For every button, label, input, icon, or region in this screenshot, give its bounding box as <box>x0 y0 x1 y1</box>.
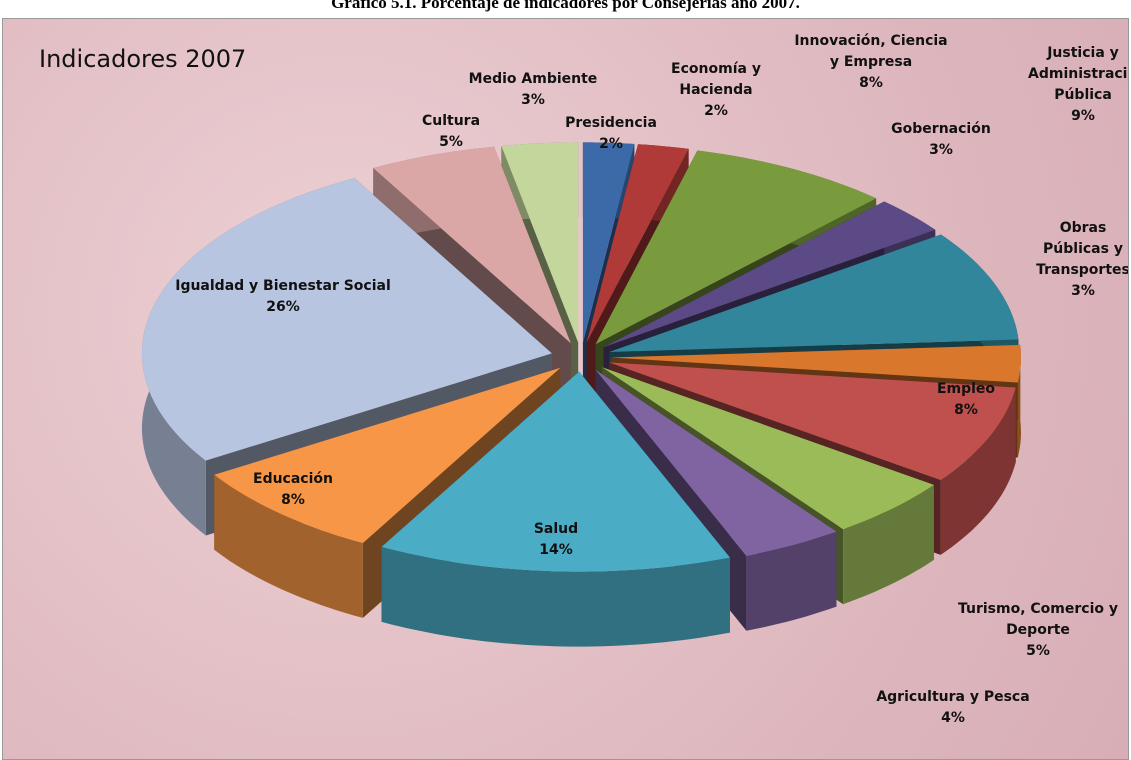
slice-value: 3% <box>929 142 953 158</box>
slice-value: 8% <box>281 492 305 508</box>
slice-top <box>582 142 635 343</box>
slice-name: Innovación, Ciencia y Empresa <box>794 33 948 70</box>
slice-value: 26% <box>266 299 300 315</box>
slice-name: Justicia y Administración Pública <box>1028 45 1128 103</box>
slice-top <box>141 178 552 461</box>
slice-name: Economía y Hacienda <box>671 61 761 98</box>
slice-label: Turismo, Comercio y Deporte 5% <box>948 599 1128 662</box>
slice-top <box>608 362 1016 480</box>
slice-name: Obras Públicas y Transportes <box>1036 220 1129 278</box>
slice-side <box>940 387 1016 555</box>
slice-side <box>214 474 363 618</box>
slice-name: Igualdad y Bienestar Social <box>175 278 391 294</box>
slice-value: 2% <box>599 136 623 152</box>
slice-name: Salud <box>533 521 579 537</box>
slice-value: 9% <box>1071 108 1095 124</box>
slice-value: 4% <box>941 710 965 726</box>
slice-name: Presidencia <box>565 115 657 131</box>
slice-name: Agricultura y Pesca <box>876 689 1030 705</box>
slice <box>381 371 730 647</box>
slice-label: Cultura 5% <box>411 111 491 153</box>
slice-label: Salud 14% <box>516 519 596 561</box>
slice-name: Cultura <box>421 113 481 129</box>
slice-label: Educación 8% <box>233 469 353 511</box>
slice-side <box>381 546 730 647</box>
slice-label: Obras Públicas y Transportes 3% <box>1033 218 1129 302</box>
slice-label: Economía y Hacienda 2% <box>666 59 766 122</box>
slice-top <box>595 150 877 345</box>
slice-name: Turismo, Comercio y Deporte <box>957 601 1118 638</box>
slice-top <box>501 142 579 343</box>
chart-frame: Indicadores 2007 Presidencia 2% Economía y… <box>2 18 1129 760</box>
slice-label: Presidencia 2% <box>556 113 666 155</box>
slice-side <box>843 484 934 605</box>
caption: Gráfico 5.1. Porcentaje de indicadores p… <box>331 0 800 12</box>
slice-value: 5% <box>439 134 463 150</box>
slice-top <box>595 369 837 556</box>
slice-top <box>381 371 730 572</box>
slice-value: 8% <box>859 75 883 91</box>
slice-value: 5% <box>1026 643 1050 659</box>
slice-top <box>609 234 1019 352</box>
slice-side <box>1017 344 1021 458</box>
slice-side <box>746 531 837 631</box>
slice-label: Empleo 8% <box>926 379 1006 421</box>
slice-label: Gobernación 3% <box>881 119 1001 161</box>
slice-value: 3% <box>1071 283 1095 299</box>
slice-name: Empleo <box>936 381 996 397</box>
slice-top <box>373 146 571 344</box>
slice-label: Medio Ambiente 3% <box>463 69 603 111</box>
slice-label: Innovación, Ciencia y Empresa 8% <box>791 31 951 94</box>
slice-label: Igualdad y Bienestar Social 26% <box>173 276 393 318</box>
slice-label: Justicia y Administración Pública 9% <box>1028 43 1128 127</box>
slice-value: 8% <box>954 402 978 418</box>
slice-label: Agricultura y Pesca 4% <box>853 687 1053 729</box>
slice-top <box>602 367 934 530</box>
slice-top <box>214 367 561 543</box>
slice-top <box>603 201 936 348</box>
slice-value: 3% <box>521 92 545 108</box>
slice-top <box>586 144 689 343</box>
slice-value: 14% <box>539 542 573 558</box>
slice-value: 2% <box>704 103 728 119</box>
chart-title: Indicadores 2007 <box>39 45 247 73</box>
slice-top <box>611 344 1021 383</box>
slice-name: Educación <box>253 471 333 487</box>
chart <box>141 142 1021 647</box>
slice-name: Gobernación <box>891 121 991 137</box>
slice-name: Medio Ambiente <box>468 71 598 87</box>
